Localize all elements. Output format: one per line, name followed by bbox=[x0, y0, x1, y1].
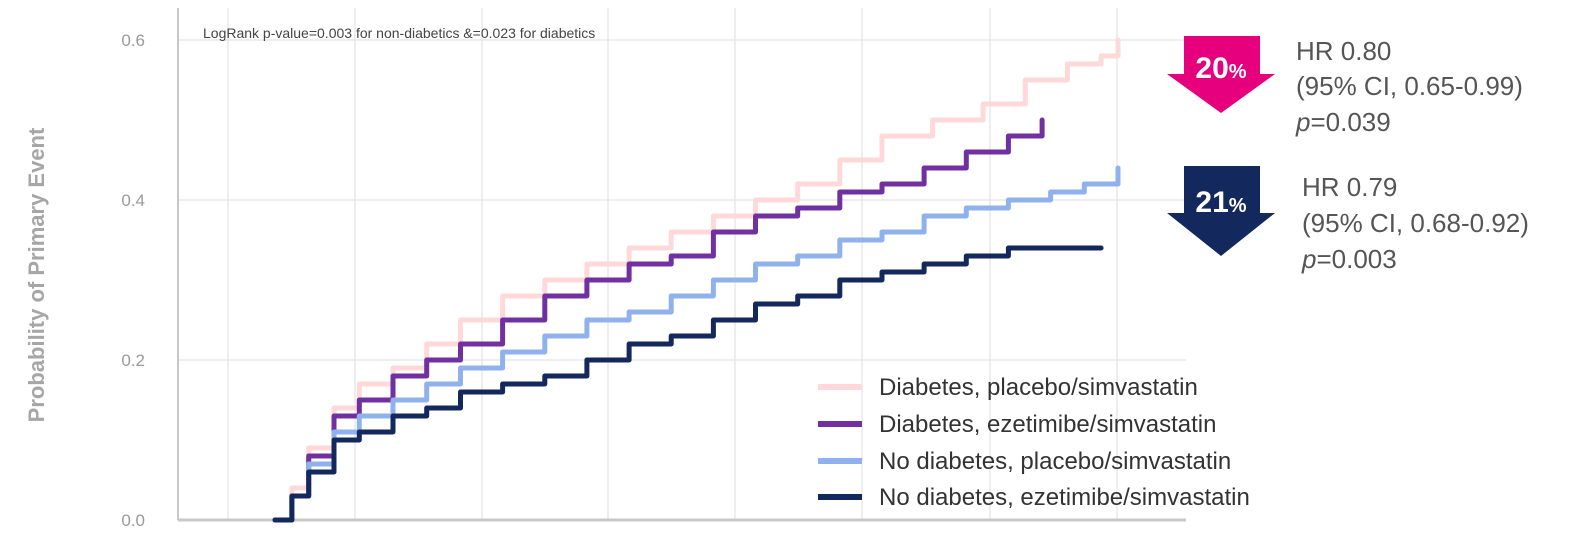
logrank-annotation: LogRank p-value=0.003 for non-diabetics … bbox=[203, 25, 595, 41]
callout-pct: 21% bbox=[1195, 186, 1246, 219]
callout-pct-number: 21 bbox=[1195, 186, 1228, 219]
series-line bbox=[272, 245, 1104, 523]
y-tick-label: 0.6 bbox=[121, 31, 145, 50]
callout-p-letter: p bbox=[1295, 107, 1310, 137]
y-tick-label: 0.4 bbox=[121, 191, 145, 210]
down-arrow-icon bbox=[1167, 166, 1275, 256]
legend: Diabetes, placebo/simvastatin Diabetes, e… bbox=[818, 374, 1250, 511]
callout-20pct: 20% HR 0.80 (95% CI, 0.65-0.99) p=0.039 bbox=[1167, 36, 1523, 137]
y-axis-label: Probability of Primary Event bbox=[24, 127, 49, 422]
grid bbox=[178, 8, 1186, 521]
y-ticks: 0.0 0.2 0.4 0.6 bbox=[121, 31, 145, 530]
callout-21pct: 21% HR 0.79 (95% CI, 0.68-0.92) p=0.003 bbox=[1167, 166, 1529, 274]
callout-hr: HR 0.80 bbox=[1296, 36, 1391, 66]
callout-pct-sign: % bbox=[1229, 195, 1247, 217]
callout-p: p=0.039 bbox=[1295, 107, 1391, 137]
callout-p: p=0.003 bbox=[1301, 244, 1397, 274]
down-arrow-icon bbox=[1167, 36, 1275, 113]
callout-p-value: =0.003 bbox=[1316, 244, 1396, 274]
y-tick-label: 0.0 bbox=[121, 511, 145, 530]
callout-ci: (95% CI, 0.68-0.92) bbox=[1302, 208, 1529, 238]
callout-pct-number: 20 bbox=[1195, 52, 1228, 85]
callout-pct: 20% bbox=[1195, 52, 1246, 85]
series-lines bbox=[272, 37, 1121, 523]
legend-label: Diabetes, placebo/simvastatin bbox=[879, 374, 1198, 401]
callout-pct-sign: % bbox=[1229, 61, 1247, 83]
legend-label: No diabetes, placebo/simvastatin bbox=[879, 448, 1231, 475]
callout-p-letter: p bbox=[1301, 244, 1316, 274]
legend-label: Diabetes, ezetimibe/simvastatin bbox=[879, 411, 1216, 438]
callout-hr: HR 0.79 bbox=[1302, 172, 1397, 202]
callout-p-value: =0.039 bbox=[1310, 107, 1390, 137]
legend-label: No diabetes, ezetimibe/simvastatin bbox=[879, 484, 1250, 511]
series-line bbox=[272, 37, 1121, 523]
callout-ci: (95% CI, 0.65-0.99) bbox=[1296, 71, 1523, 101]
axes bbox=[177, 8, 1186, 522]
y-tick-label: 0.2 bbox=[121, 351, 145, 370]
series-line bbox=[272, 165, 1121, 523]
